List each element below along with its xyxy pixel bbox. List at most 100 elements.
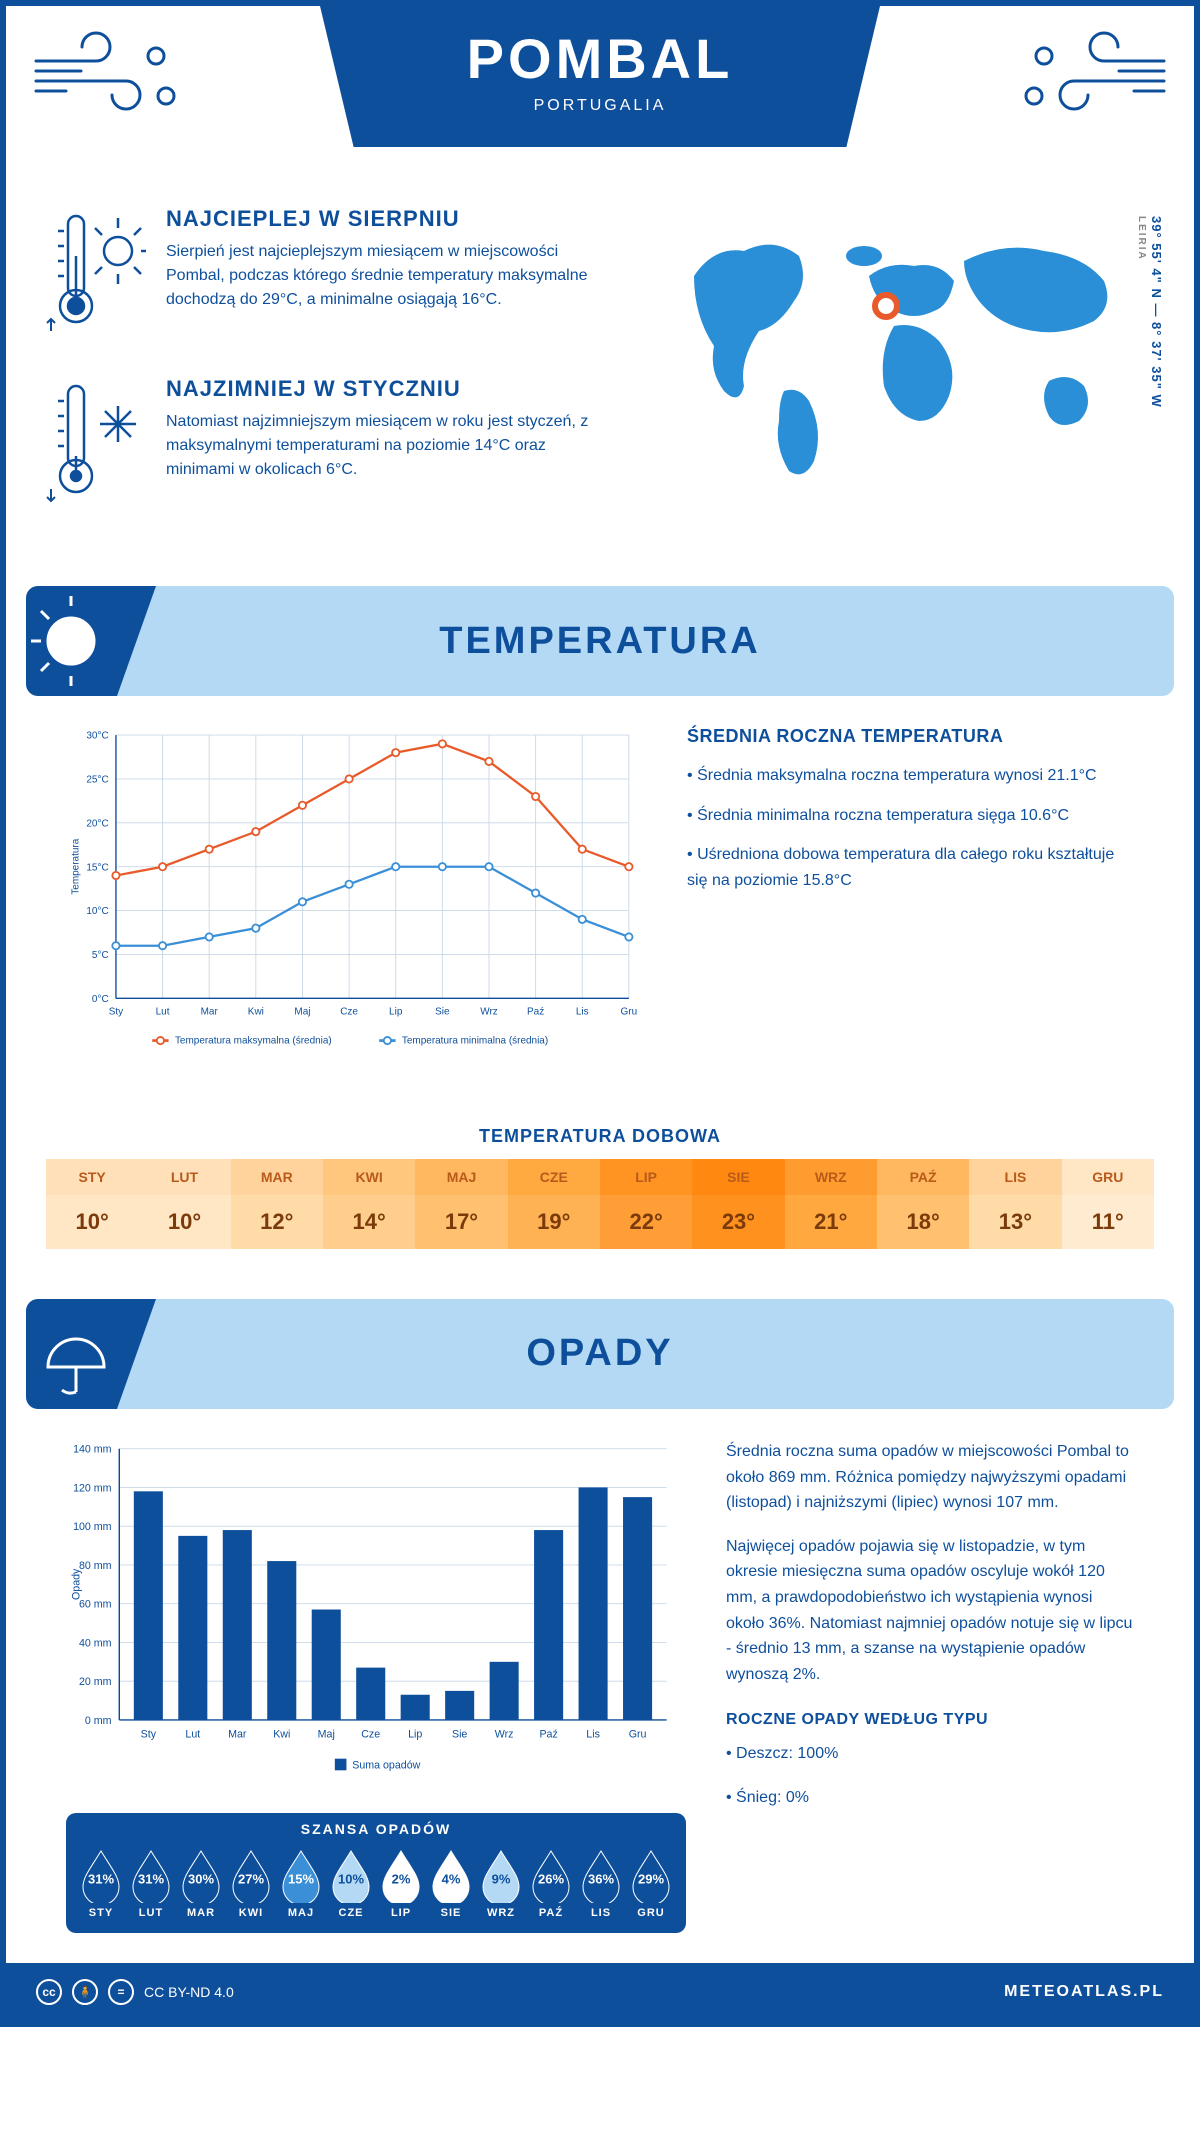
daily-cell: CZE 19°: [508, 1159, 600, 1249]
top-info: NAJCIEPLEJ W SIERPNIU Sierpień jest najc…: [6, 186, 1194, 586]
license-label: CC BY-ND 4.0: [144, 1984, 234, 2000]
chance-title: SZANSA OPADÓW: [78, 1821, 674, 1837]
svg-text:Cze: Cze: [340, 1007, 358, 1018]
daily-cell: STY 10°: [46, 1159, 138, 1249]
rain-chance-box: SZANSA OPADÓW 31% STY 31% LUT 30% MAR 27…: [66, 1813, 686, 1933]
world-map: 39° 55' 4" N — 8° 37' 35" WLEIRIA: [654, 206, 1154, 546]
temperature-banner: TEMPERATURA: [26, 586, 1174, 696]
daily-cell: SIE 23°: [692, 1159, 784, 1249]
avg-temp-block: ŚREDNIA ROCZNA TEMPERATURA • Średnia mak…: [687, 726, 1134, 1076]
cold-text: Natomiast najzimniejszym miesiącem w rok…: [166, 410, 614, 482]
svg-text:140 mm: 140 mm: [73, 1444, 112, 1456]
svg-text:Temperatura maksymalna (średni: Temperatura maksymalna (średnia): [175, 1036, 332, 1047]
rain-text-block: Średnia roczna suma opadów w miejscowośc…: [726, 1439, 1134, 1933]
footer: cc 🧍 = CC BY-ND 4.0 METEOATLAS.PL: [6, 1963, 1194, 2021]
hot-month-block: NAJCIEPLEJ W SIERPNIU Sierpień jest najc…: [46, 206, 614, 346]
rain-type-title: ROCZNE OPADY WEDŁUG TYPU: [726, 1707, 1134, 1733]
svg-text:Wrz: Wrz: [495, 1728, 514, 1740]
avg-temp-title: ŚREDNIA ROCZNA TEMPERATURA: [687, 726, 1134, 747]
svg-text:Temperatura: Temperatura: [71, 838, 82, 894]
svg-text:Gru: Gru: [621, 1007, 638, 1018]
daily-cell: LUT 10°: [138, 1159, 230, 1249]
svg-text:5°C: 5°C: [92, 950, 109, 961]
svg-text:120 mm: 120 mm: [73, 1482, 112, 1494]
svg-text:Cze: Cze: [361, 1728, 380, 1740]
svg-text:Sty: Sty: [141, 1728, 157, 1740]
country-label: PORTUGALIA: [320, 97, 880, 115]
temperature-line-chart: 0°C5°C10°C15°C20°C25°C30°CStyLutMarKwiMa…: [66, 726, 647, 1076]
daily-cell: KWI 14°: [323, 1159, 415, 1249]
svg-text:0°C: 0°C: [92, 994, 109, 1005]
svg-text:Maj: Maj: [318, 1728, 335, 1740]
section-title-temperature: TEMPERATURA: [439, 620, 761, 663]
wind-icon-left: [26, 26, 186, 126]
svg-text:Lip: Lip: [389, 1007, 403, 1018]
svg-text:60 mm: 60 mm: [79, 1599, 112, 1611]
svg-text:Lis: Lis: [576, 1007, 589, 1018]
daily-cell: MAJ 17°: [415, 1159, 507, 1249]
svg-text:25°C: 25°C: [86, 775, 108, 786]
svg-text:Lis: Lis: [586, 1728, 600, 1740]
daily-temp-title: TEMPERATURA DOBOWA: [6, 1126, 1194, 1147]
svg-text:Opady: Opady: [71, 1568, 83, 1600]
header-banner: POMBAL PORTUGALIA: [320, 6, 880, 147]
daily-cell: LIS 13°: [969, 1159, 1061, 1249]
svg-text:Paź: Paź: [539, 1728, 557, 1740]
rain-type-item: • Śnieg: 0%: [726, 1785, 1134, 1811]
svg-text:Lut: Lut: [156, 1007, 170, 1018]
svg-text:40 mm: 40 mm: [79, 1637, 112, 1649]
svg-text:15°C: 15°C: [86, 862, 108, 873]
cold-month-block: NAJZIMNIEJ W STYCZNIU Natomiast najzimni…: [46, 376, 614, 516]
chance-cell: 30% MAR: [178, 1847, 224, 1919]
header: POMBAL PORTUGALIA: [6, 6, 1194, 186]
rain-type-item: • Deszcz: 100%: [726, 1741, 1134, 1767]
avg-temp-item: • Średnia maksymalna roczna temperatura …: [687, 763, 1134, 789]
cc-icon: cc: [36, 1979, 62, 2005]
chance-cell: 15% MAJ: [278, 1847, 324, 1919]
chance-cell: 4% SIE: [428, 1847, 474, 1919]
brand-label: METEOATLAS.PL: [1004, 1983, 1164, 2001]
chance-cell: 2% LIP: [378, 1847, 424, 1919]
thermometer-snow-icon: [46, 376, 146, 516]
svg-text:Temperatura minimalna (średnia: Temperatura minimalna (średnia): [402, 1036, 548, 1047]
by-icon: 🧍: [72, 1979, 98, 2005]
section-title-rain: OPADY: [526, 1332, 673, 1375]
svg-text:Paź: Paź: [527, 1007, 544, 1018]
chance-cell: 26% PAŹ: [528, 1847, 574, 1919]
svg-text:20°C: 20°C: [86, 818, 108, 829]
rain-paragraph: Średnia roczna suma opadów w miejscowośc…: [726, 1439, 1134, 1516]
chance-cell: 29% GRU: [628, 1847, 674, 1919]
svg-text:Sty: Sty: [109, 1007, 123, 1018]
wind-icon-right: [1014, 26, 1174, 126]
daily-cell: LIP 22°: [600, 1159, 692, 1249]
svg-text:Sie: Sie: [435, 1007, 450, 1018]
svg-text:Maj: Maj: [294, 1007, 310, 1018]
svg-text:Mar: Mar: [228, 1728, 247, 1740]
daily-temp-table: STY 10° LUT 10° MAR 12° KWI 14° MAJ 17° …: [46, 1159, 1154, 1249]
chance-cell: 36% LIS: [578, 1847, 624, 1919]
svg-text:Suma opadów: Suma opadów: [352, 1759, 420, 1771]
chance-cell: 31% LUT: [128, 1847, 174, 1919]
svg-text:Wrz: Wrz: [480, 1007, 498, 1018]
svg-text:30°C: 30°C: [86, 731, 108, 742]
svg-text:Lut: Lut: [185, 1728, 200, 1740]
chance-cell: 10% CZE: [328, 1847, 374, 1919]
svg-text:Kwi: Kwi: [248, 1007, 264, 1018]
rain-banner: OPADY: [26, 1299, 1174, 1409]
rain-paragraph: Najwięcej opadów pojawia się w listopadz…: [726, 1534, 1134, 1688]
cold-title: NAJZIMNIEJ W STYCZNIU: [166, 376, 614, 402]
daily-cell: PAŹ 18°: [877, 1159, 969, 1249]
hot-text: Sierpień jest najcieplejszym miesiącem w…: [166, 240, 614, 312]
svg-text:100 mm: 100 mm: [73, 1521, 112, 1533]
page-title: POMBAL: [320, 26, 880, 91]
chance-cell: 27% KWI: [228, 1847, 274, 1919]
chance-cell: 31% STY: [78, 1847, 124, 1919]
avg-temp-item: • Średnia minimalna roczna temperatura s…: [687, 803, 1134, 829]
daily-cell: GRU 11°: [1062, 1159, 1154, 1249]
svg-text:Sie: Sie: [452, 1728, 467, 1740]
svg-text:20 mm: 20 mm: [79, 1676, 112, 1688]
svg-text:10°C: 10°C: [86, 906, 108, 917]
thermometer-sun-icon: [46, 206, 146, 346]
svg-text:Gru: Gru: [629, 1728, 647, 1740]
svg-text:80 mm: 80 mm: [79, 1560, 112, 1572]
